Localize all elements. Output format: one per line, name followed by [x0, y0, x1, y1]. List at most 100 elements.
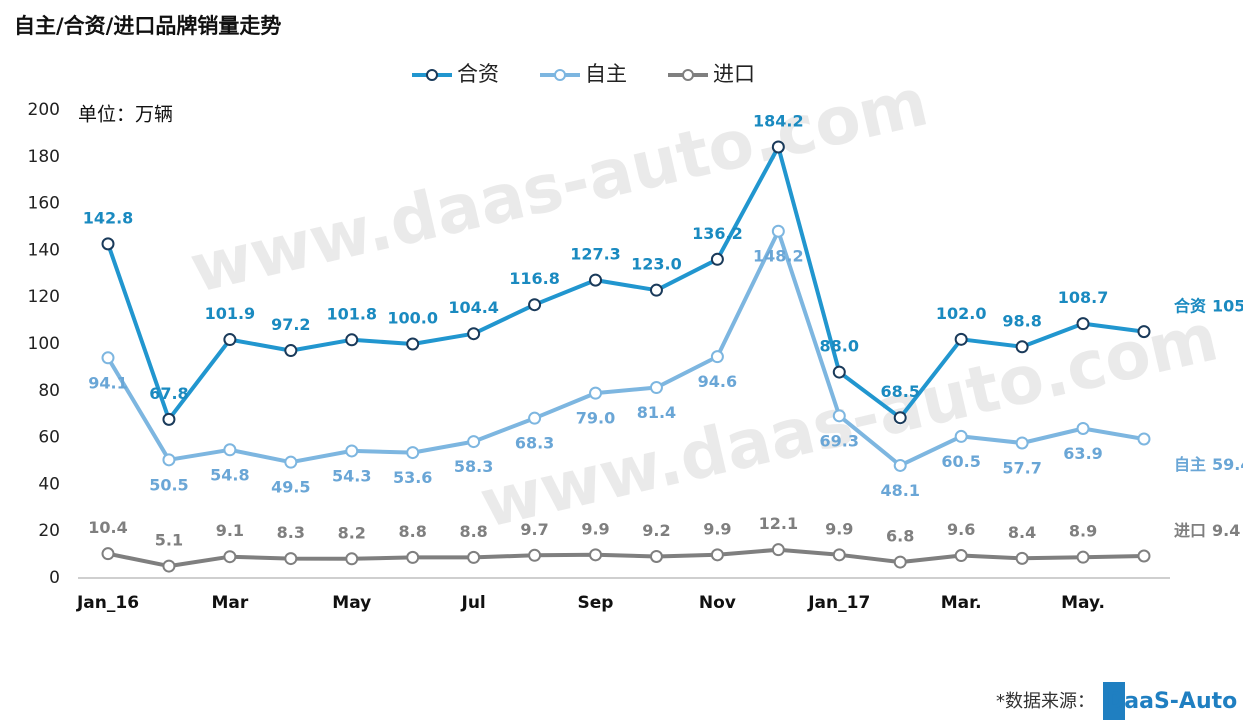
y-tick-label: 100 — [28, 334, 60, 354]
legend-label: 合资 — [457, 62, 499, 86]
data-label: 79.0 — [576, 409, 615, 428]
logo: DaaS-Auto — [1106, 689, 1237, 714]
data-label: 49.5 — [271, 478, 310, 497]
end-label-name: 进口 — [1174, 521, 1206, 540]
data-label: 100.0 — [387, 309, 438, 328]
data-label: 9.9 — [581, 519, 609, 538]
legend-label: 进口 — [713, 62, 755, 86]
marker — [832, 548, 846, 562]
data-label: 94.1 — [88, 373, 127, 392]
marker — [101, 547, 115, 561]
marker — [1015, 340, 1029, 354]
y-tick-label: 160 — [28, 194, 60, 214]
marker — [832, 365, 846, 379]
data-label: 148.2 — [753, 247, 804, 266]
data-label: 8.8 — [459, 522, 487, 541]
marker — [649, 549, 663, 563]
marker — [1015, 436, 1029, 450]
data-label: 142.8 — [83, 208, 134, 227]
data-label: 9.7 — [520, 520, 548, 539]
data-label: 9.6 — [947, 520, 975, 539]
x-tick-label: Jan_17 — [807, 593, 870, 613]
marker — [162, 559, 176, 573]
end-label: 合资 105.3 — [1174, 296, 1243, 315]
marker — [1076, 550, 1090, 564]
marker — [284, 455, 298, 469]
marker — [223, 550, 237, 564]
data-label: 8.9 — [1069, 522, 1097, 541]
x-tick-label: Nov — [699, 593, 736, 613]
data-label: 94.6 — [698, 372, 737, 391]
data-label: 8.2 — [338, 523, 366, 542]
marker — [771, 224, 785, 238]
marker — [893, 411, 907, 425]
marker — [528, 298, 542, 312]
marker — [223, 443, 237, 457]
data-label: 68.3 — [515, 434, 554, 453]
marker — [406, 337, 420, 351]
data-label: 101.9 — [205, 304, 256, 323]
marker — [771, 543, 785, 557]
data-label: 53.6 — [393, 468, 432, 487]
data-label: 184.2 — [753, 111, 804, 130]
marker — [1137, 549, 1151, 563]
data-label: 108.7 — [1058, 288, 1109, 307]
series-line — [107, 547, 1145, 569]
marker — [649, 283, 663, 297]
data-label: 101.8 — [326, 304, 377, 323]
legend-label: 自主 — [585, 62, 627, 86]
data-label: 57.7 — [1002, 458, 1041, 477]
marker — [954, 429, 968, 443]
marker — [1076, 421, 1090, 435]
marker — [589, 548, 603, 562]
x-tick-label: Mar — [211, 593, 248, 613]
y-tick-label: 120 — [28, 287, 60, 307]
x-tick-label: Jan_16 — [76, 593, 139, 613]
marker — [1137, 432, 1151, 446]
data-label: 8.4 — [1008, 523, 1036, 542]
marker — [345, 444, 359, 458]
data-label: 81.4 — [637, 403, 676, 422]
logo-mark — [1103, 682, 1125, 720]
data-label: 116.8 — [509, 269, 560, 288]
end-label-value: 9.4 — [1212, 521, 1240, 540]
marker — [528, 411, 542, 425]
marker — [771, 140, 785, 154]
marker — [223, 333, 237, 347]
chart-title: 自主/合资/进口品牌销量走势 — [14, 14, 281, 38]
marker — [528, 548, 542, 562]
y-tick-label: 180 — [28, 147, 60, 167]
data-label: 123.0 — [631, 255, 682, 274]
data-label: 69.3 — [820, 431, 859, 450]
data-label: 8.8 — [399, 522, 427, 541]
marker — [406, 550, 420, 564]
marker — [710, 548, 724, 562]
marker — [406, 446, 420, 460]
data-label: 9.1 — [216, 521, 244, 540]
y-tick-label: 140 — [28, 240, 60, 260]
y-tick-label: 60 — [38, 428, 60, 448]
series-line — [106, 229, 1145, 468]
marker — [954, 549, 968, 563]
legend-marker — [426, 69, 438, 81]
data-label: 102.0 — [936, 304, 987, 323]
marker — [710, 252, 724, 266]
data-label: 54.8 — [210, 465, 249, 484]
data-label: 9.9 — [703, 519, 731, 538]
marker — [162, 412, 176, 426]
data-label: 104.4 — [448, 298, 499, 317]
x-tick-label: Jul — [461, 593, 486, 613]
data-label: 10.4 — [88, 518, 127, 537]
marker — [101, 351, 115, 365]
marker — [101, 237, 115, 251]
y-tick-label: 80 — [38, 381, 60, 401]
marker — [284, 552, 298, 566]
data-label: 98.8 — [1002, 311, 1041, 330]
data-label: 63.9 — [1063, 444, 1102, 463]
marker — [467, 550, 481, 564]
series-line — [106, 145, 1145, 422]
x-tick-label: May — [332, 593, 371, 613]
data-label: 136.2 — [692, 224, 743, 243]
